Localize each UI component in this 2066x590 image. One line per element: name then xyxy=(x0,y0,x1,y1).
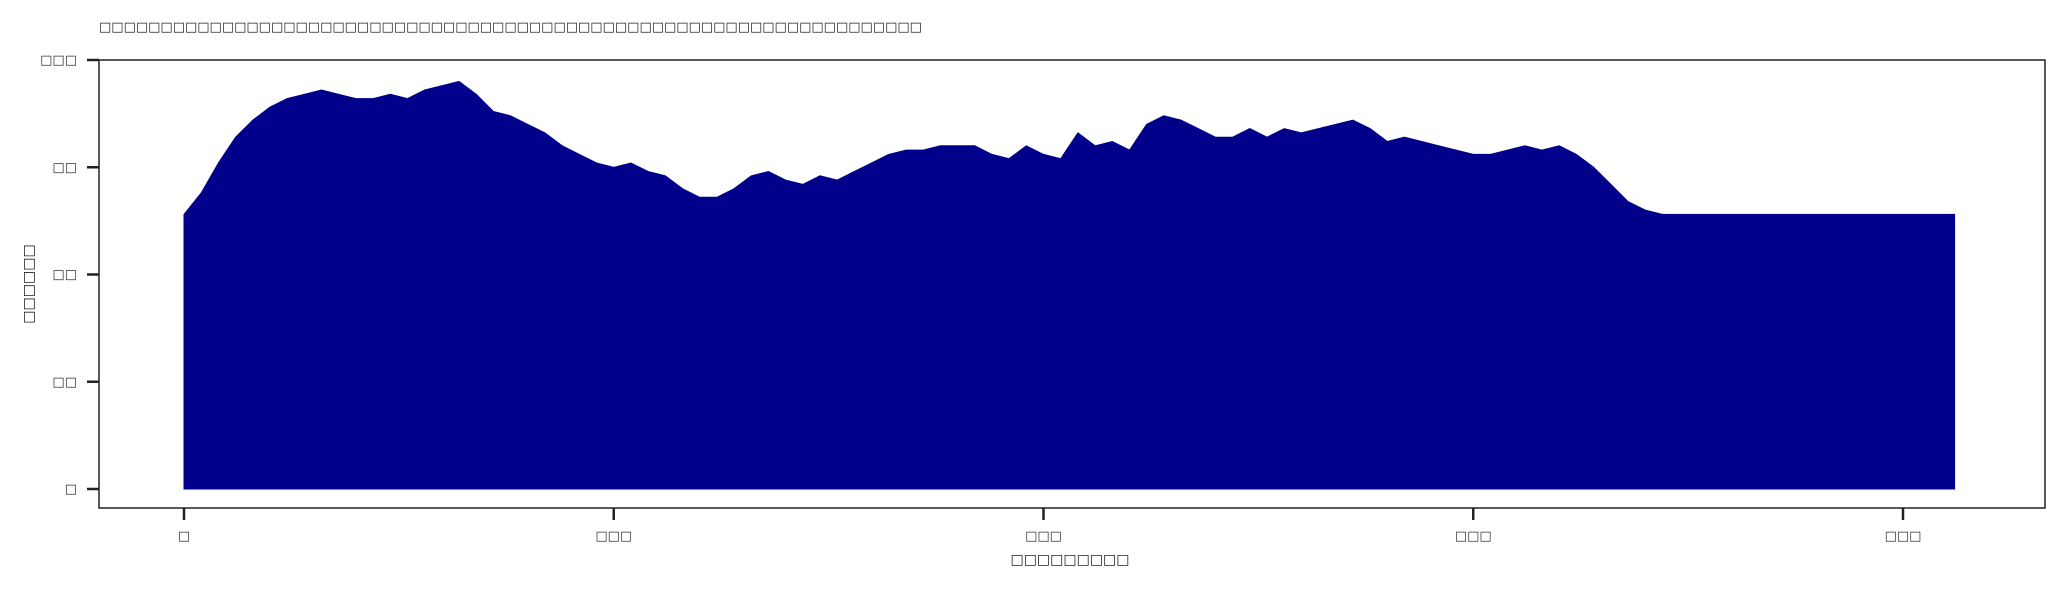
chart-title: □□□□□□□□□□□□□□□□□□□□□□□□□□□□□□□□□□□□□□□□… xyxy=(99,20,922,35)
x-tick-label: □□□ xyxy=(595,529,632,544)
x-axis: □ □□□ □□□ □□□ □□□ xyxy=(178,508,1922,544)
plot-frame xyxy=(98,59,2046,509)
y-tick-label: □ xyxy=(65,482,77,497)
area-series xyxy=(183,80,1956,490)
y-tick-label: □□ xyxy=(52,375,77,390)
x-tick-label: □□□ xyxy=(1885,529,1922,544)
y-tick-label: □□ xyxy=(52,160,77,175)
x-tick-label: □□□ xyxy=(1455,529,1492,544)
x-axis-label: □□□□□□□□□ xyxy=(1010,552,1129,568)
x-tick-label: □□□ xyxy=(1025,529,1062,544)
y-tick-label: □□□ xyxy=(40,53,77,68)
y-axis: □□□□□□□□□□ xyxy=(40,53,99,497)
y-axis-label: □□□□□□ xyxy=(21,244,37,323)
y-tick-label: □□ xyxy=(52,268,77,283)
x-tick-label: □ xyxy=(178,529,190,544)
area-layer xyxy=(183,80,1956,490)
